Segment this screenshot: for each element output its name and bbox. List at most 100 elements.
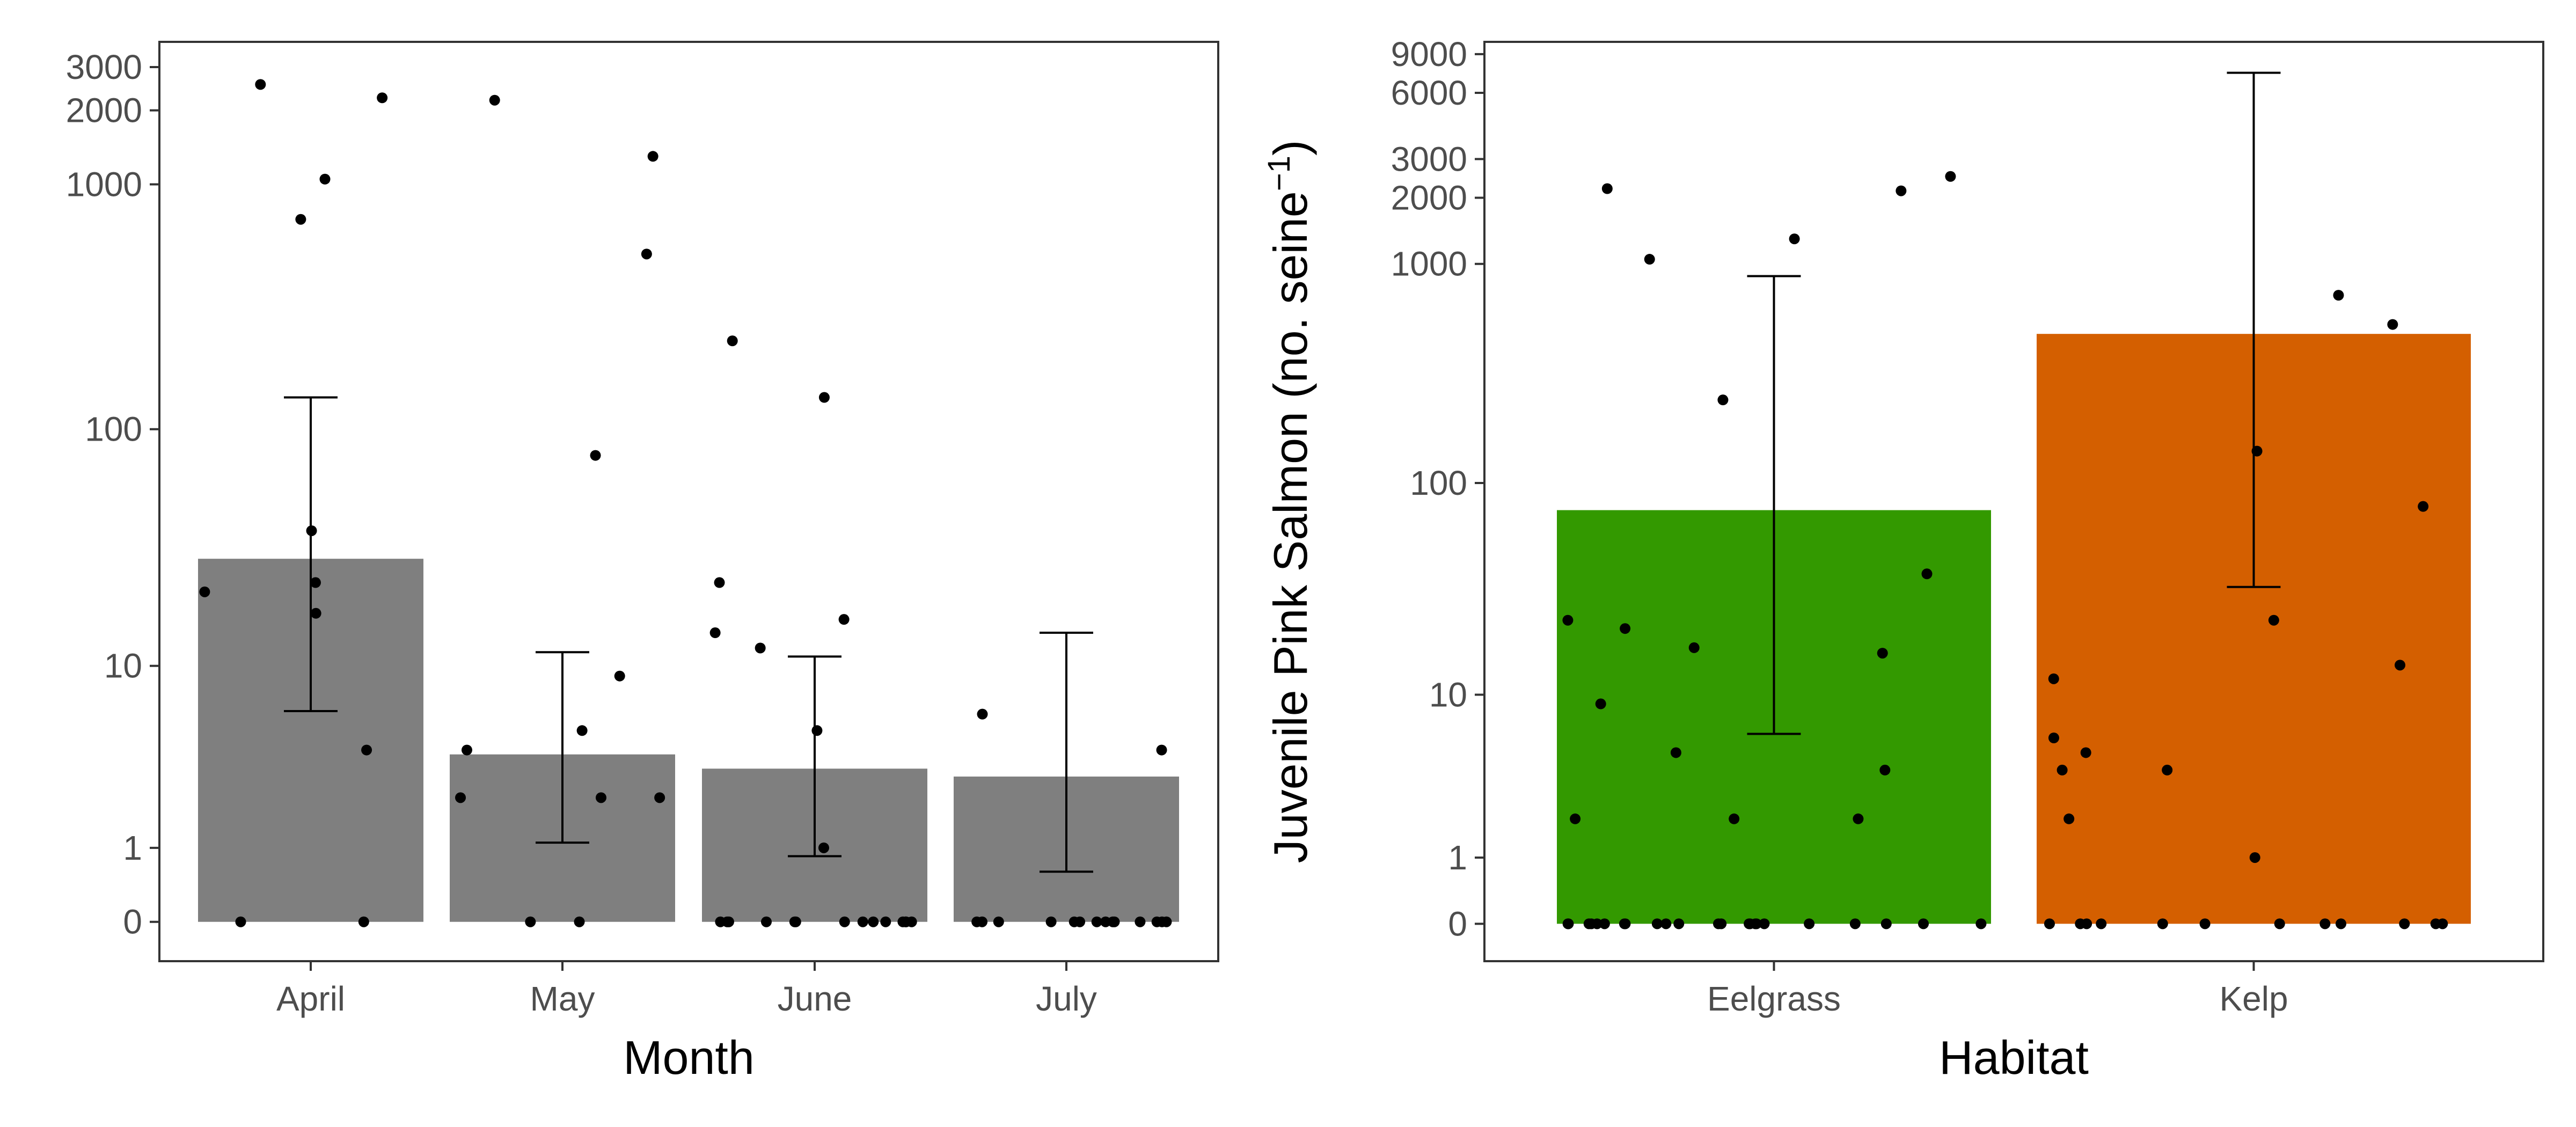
panel2-point-eelgrass-12 bbox=[1789, 233, 1800, 245]
panel2-x-tick-label-eelgrass: Eelgrass bbox=[1707, 979, 1841, 1018]
panel1-point-april-0 bbox=[235, 916, 246, 927]
panel2-point-eelgrass-34 bbox=[1921, 568, 1933, 580]
panel1-point-april-5 bbox=[377, 92, 388, 104]
panel1-point-may-1 bbox=[455, 792, 466, 803]
panel2-point-eelgrass-29 bbox=[1849, 918, 1861, 930]
panel1-point-june-11 bbox=[714, 577, 725, 588]
panel2-point-eelgrass-23 bbox=[1804, 918, 1815, 930]
panel1-point-june-18 bbox=[906, 916, 917, 927]
panel2-point-kelp-14 bbox=[2430, 918, 2441, 930]
panel2-point-eelgrass-15 bbox=[1570, 813, 1581, 824]
panel1-point-july-8 bbox=[1161, 916, 1172, 927]
panel1-point-july-13 bbox=[977, 708, 988, 720]
panel1-point-july-4 bbox=[1045, 916, 1057, 927]
panel2-y-tick-label-1000: 1000 bbox=[1391, 245, 1467, 283]
panel1-x-tick-label-april: April bbox=[276, 979, 345, 1018]
panel2-point-kelp-7 bbox=[2048, 673, 2059, 684]
panel1-point-april-9 bbox=[310, 577, 321, 588]
panel2-y-tick-label-9000: 9000 bbox=[1391, 35, 1467, 74]
panel2-point-eelgrass-20 bbox=[1595, 698, 1606, 709]
panel2-point-kelp-5 bbox=[2333, 290, 2344, 301]
panel1-point-july-12 bbox=[993, 916, 1004, 927]
panel1-point-may-8 bbox=[461, 744, 472, 756]
panel1-point-july-3 bbox=[1069, 916, 1080, 927]
panel1-panel-border bbox=[158, 41, 1219, 962]
panel2-point-kelp-18 bbox=[2044, 918, 2055, 930]
panel2-point-eelgrass-33 bbox=[1717, 394, 1729, 406]
panel1-x-axis-title: Month bbox=[623, 1031, 755, 1084]
panel2-point-kelp-24 bbox=[2075, 918, 2086, 930]
panel1-point-april-8 bbox=[310, 608, 321, 619]
panel2-x-tick-label-kelp: Kelp bbox=[2219, 979, 2288, 1018]
panel1-x-tick-label-may: May bbox=[530, 979, 595, 1018]
panel1-point-june-21 bbox=[868, 916, 879, 927]
panel2-point-eelgrass-4 bbox=[1896, 185, 1907, 196]
panel1-point-may-6 bbox=[590, 450, 601, 461]
panel1-point-june-5 bbox=[760, 916, 772, 927]
panel2-point-eelgrass-37 bbox=[1601, 183, 1613, 194]
panel1-point-july-14 bbox=[1107, 916, 1118, 927]
panel2-point-eelgrass-5 bbox=[1729, 813, 1740, 824]
panel1-y-tick-label-3000: 3000 bbox=[66, 48, 142, 86]
panel2-point-eelgrass-39 bbox=[1750, 918, 1761, 930]
panel1-y-tick-label-1: 1 bbox=[123, 829, 142, 867]
panel2-y-tick-label-3000: 3000 bbox=[1391, 140, 1467, 178]
panel2-point-kelp-19 bbox=[2048, 733, 2059, 744]
panel2-y-tick-label-1: 1 bbox=[1448, 838, 1467, 877]
panel2-point-kelp-12 bbox=[2199, 918, 2211, 930]
panel2-panel-border bbox=[1483, 41, 2544, 962]
panel1-y-tick-label-100: 100 bbox=[85, 410, 142, 449]
panel1-point-june-17 bbox=[789, 916, 800, 927]
panel1-point-april-7 bbox=[306, 525, 317, 536]
panel1-point-july-10 bbox=[1091, 916, 1102, 927]
panel2-point-kelp-3 bbox=[2162, 764, 2173, 775]
panel2-point-eelgrass-19 bbox=[1651, 918, 1663, 930]
panel2-point-kelp-23 bbox=[2399, 918, 2410, 930]
panel1-point-may-11 bbox=[574, 916, 585, 927]
panel1-point-may-5 bbox=[647, 151, 658, 162]
panel2-y-tick-label-0: 0 bbox=[1448, 904, 1467, 943]
panel1-x-tick-label-june: June bbox=[778, 979, 852, 1018]
panel2-point-kelp-15 bbox=[2319, 918, 2331, 930]
panel2-point-eelgrass-22 bbox=[1563, 918, 1574, 930]
panel1-point-may-2 bbox=[525, 916, 536, 927]
panel2-point-eelgrass-18 bbox=[1759, 918, 1770, 930]
panel1-point-april-10 bbox=[199, 586, 210, 597]
panel2-point-eelgrass-28 bbox=[1586, 918, 1597, 930]
panel2-point-eelgrass-38 bbox=[1945, 171, 1956, 182]
panel1-point-june-19 bbox=[723, 916, 734, 927]
panel1-point-july-11 bbox=[977, 916, 988, 927]
panel1-point-may-9 bbox=[595, 792, 606, 803]
panel2-point-eelgrass-32 bbox=[1620, 623, 1631, 634]
panel1-y-tick-label-1000: 1000 bbox=[66, 165, 142, 203]
panel2-point-eelgrass-14 bbox=[1880, 918, 1892, 930]
panel1-point-june-13 bbox=[755, 642, 766, 654]
panel1-point-april-4 bbox=[255, 79, 266, 90]
panel2-point-kelp-4 bbox=[2057, 764, 2068, 775]
panel2-point-kelp-16 bbox=[2249, 852, 2260, 863]
panel1-point-june-14 bbox=[818, 842, 829, 853]
panel2-point-kelp-21 bbox=[2096, 918, 2107, 930]
panel1-y-tick-label-0: 0 bbox=[123, 903, 142, 941]
panel2-point-kelp-6 bbox=[2387, 319, 2398, 330]
panel1-point-april-6 bbox=[361, 744, 372, 756]
panel2-point-eelgrass-13 bbox=[1918, 918, 1929, 930]
panel2-point-eelgrass-17 bbox=[1877, 648, 1888, 659]
panel1-point-june-20 bbox=[880, 916, 891, 927]
panel1-point-june-7 bbox=[839, 916, 850, 927]
panel1-point-july-9 bbox=[1156, 744, 1167, 756]
panel1-point-june-1 bbox=[811, 725, 823, 736]
panel2-point-eelgrass-31 bbox=[1562, 614, 1574, 626]
panel1-y-tick-label-2000: 2000 bbox=[66, 91, 142, 130]
panel1-point-april-1 bbox=[358, 916, 369, 927]
y-axis-title-main: Juvenile Pink Salmon (no. seine bbox=[1264, 191, 1317, 863]
panel2-point-kelp-10 bbox=[2274, 918, 2285, 930]
panel2-point-kelp-13 bbox=[2251, 445, 2263, 457]
panel2-point-eelgrass-6 bbox=[1688, 642, 1700, 653]
panel1-point-july-5 bbox=[1135, 916, 1146, 927]
panel2-point-kelp-9 bbox=[2395, 660, 2406, 671]
panel1-y-tick-label-10: 10 bbox=[104, 647, 142, 685]
panel1-point-may-4 bbox=[489, 94, 500, 106]
panel1-point-june-3 bbox=[857, 916, 868, 927]
